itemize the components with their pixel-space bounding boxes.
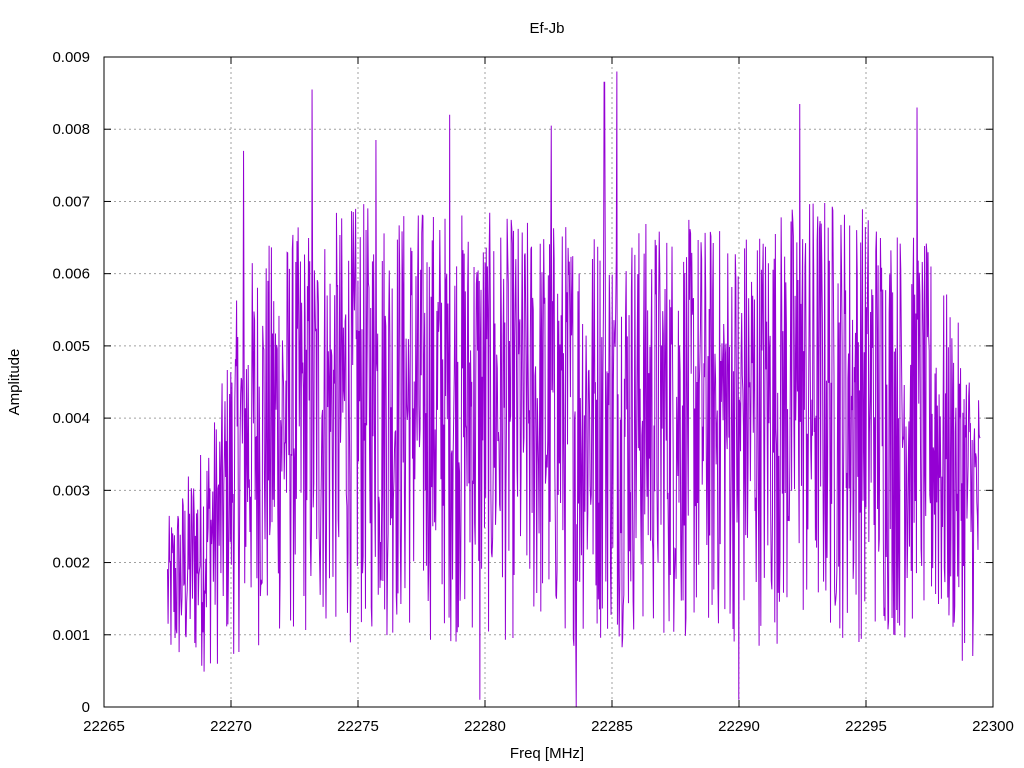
y-tick-label: 0.006 — [52, 266, 90, 283]
x-axis-title: Freq [MHz] — [510, 745, 584, 762]
series-group — [167, 71, 981, 708]
y-tick-label: 0.008 — [52, 121, 90, 138]
y-axis-title: Amplitude — [6, 349, 23, 416]
x-tick-label: 22270 — [210, 718, 252, 735]
y-tick-label: 0.004 — [52, 410, 90, 427]
y-tick-label: 0.005 — [52, 338, 90, 355]
y-tick-label: 0.001 — [52, 627, 90, 644]
x-tick-label: 22275 — [337, 718, 379, 735]
y-tick-label: 0.009 — [52, 49, 90, 66]
y-tick-label: 0.002 — [52, 555, 90, 572]
chart-title: Ef-Jb — [529, 20, 564, 37]
tick-labels: 22265 22270 22275 22280 22285 22290 22295 22300… — [52, 49, 1013, 735]
x-tick-label: 22300 — [972, 718, 1014, 735]
x-tick-label: 22295 — [845, 718, 887, 735]
plot-frame — [103, 56, 994, 708]
y-tick-label: 0 — [82, 699, 90, 716]
x-tick-label: 22290 — [718, 718, 760, 735]
series-line-0 — [167, 71, 981, 708]
x-tick-label: 22265 — [83, 718, 125, 735]
y-tick-label: 0.007 — [52, 193, 90, 210]
y-tick-label: 0.003 — [52, 482, 90, 499]
x-tick-label: 22280 — [464, 718, 506, 735]
x-tick-label: 22285 — [591, 718, 633, 735]
